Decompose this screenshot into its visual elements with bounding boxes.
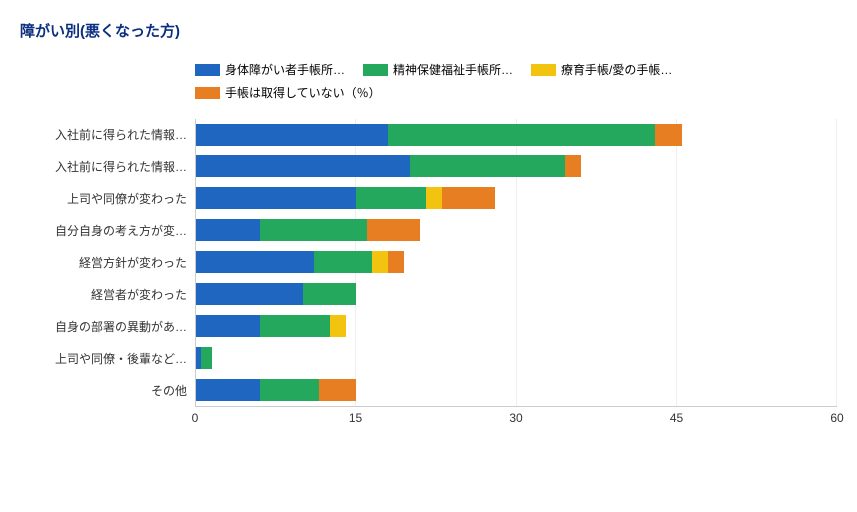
bar-row (196, 187, 837, 209)
legend-item-2: 療育手帳/愛の手帳… (531, 59, 672, 82)
y-label: 上司や同僚が変わった (20, 183, 187, 215)
bar-segment (314, 251, 373, 273)
legend-swatch-1 (363, 64, 388, 76)
bar-row (196, 124, 837, 146)
plot-area (195, 119, 837, 407)
bar-row (196, 219, 837, 241)
bar-segment (196, 379, 260, 401)
bar-row (196, 379, 837, 401)
y-axis-labels: 入社前に得られた情報…入社前に得られた情報…上司や同僚が変わった自分自身の考え方… (20, 119, 195, 407)
legend-swatch-0 (195, 64, 220, 76)
x-tick: 15 (349, 411, 362, 425)
bar-segment (372, 251, 388, 273)
y-label: 自身の部署の異動があ… (20, 311, 187, 343)
bar-segment (303, 283, 356, 305)
legend-row-1: 身体障がい者手帳所… 精神保健福祉手帳所… 療育手帳/愛の手帳… (195, 59, 837, 82)
legend-item-1: 精神保健福祉手帳所… (363, 59, 513, 82)
bar-row (196, 315, 837, 337)
x-tick: 60 (830, 411, 843, 425)
bar-segment (196, 315, 260, 337)
chart-body: 入社前に得られた情報…入社前に得られた情報…上司や同僚が変わった自分自身の考え方… (20, 119, 837, 407)
y-label: 上司や同僚・後輩など… (20, 343, 187, 375)
x-axis: 015304560 (195, 411, 837, 427)
x-tick: 30 (509, 411, 522, 425)
legend: 身体障がい者手帳所… 精神保健福祉手帳所… 療育手帳/愛の手帳… 手帳は取得して… (195, 59, 837, 105)
bar-segment (388, 124, 655, 146)
y-label: 経営方針が変わった (20, 247, 187, 279)
legend-label-1: 精神保健福祉手帳所… (393, 59, 513, 82)
bar-segment (442, 187, 495, 209)
x-tick: 45 (670, 411, 683, 425)
bar-segment (655, 124, 682, 146)
y-label: その他 (20, 375, 187, 407)
legend-item-3: 手帳は取得していない（％） (195, 82, 381, 105)
bar-row (196, 251, 837, 273)
y-label: 自分自身の考え方が変… (20, 215, 187, 247)
legend-label-2: 療育手帳/愛の手帳… (561, 59, 672, 82)
y-label: 入社前に得られた情報… (20, 119, 187, 151)
bar-segment (201, 347, 212, 369)
bar-segment (356, 187, 425, 209)
bar-segment (260, 379, 319, 401)
legend-row-2: 手帳は取得していない（％） (195, 82, 837, 105)
bar-segment (426, 187, 442, 209)
bar-row (196, 283, 837, 305)
bar-segment (196, 283, 303, 305)
bar-segment (330, 315, 346, 337)
legend-label-0: 身体障がい者手帳所… (225, 59, 345, 82)
bar-segment (319, 379, 356, 401)
bar-segment (196, 124, 388, 146)
legend-label-3: 手帳は取得していない（％） (225, 82, 381, 105)
bar-segment (196, 155, 410, 177)
legend-item-0: 身体障がい者手帳所… (195, 59, 345, 82)
bar-segment (388, 251, 404, 273)
legend-swatch-2 (531, 64, 556, 76)
bar-row (196, 347, 837, 369)
chart-title: 障がい別(悪くなった方) (20, 20, 837, 41)
bar-segment (367, 219, 420, 241)
bar-segment (196, 251, 314, 273)
bar-segment (260, 219, 367, 241)
x-tick: 0 (192, 411, 199, 425)
bar-segment (410, 155, 565, 177)
y-label: 経営者が変わった (20, 279, 187, 311)
y-label: 入社前に得られた情報… (20, 151, 187, 183)
bar-segment (196, 187, 356, 209)
bar-segment (260, 315, 329, 337)
bar-segment (196, 219, 260, 241)
legend-swatch-3 (195, 87, 220, 99)
bar-segment (565, 155, 581, 177)
bars-container (196, 119, 837, 406)
bar-row (196, 155, 837, 177)
